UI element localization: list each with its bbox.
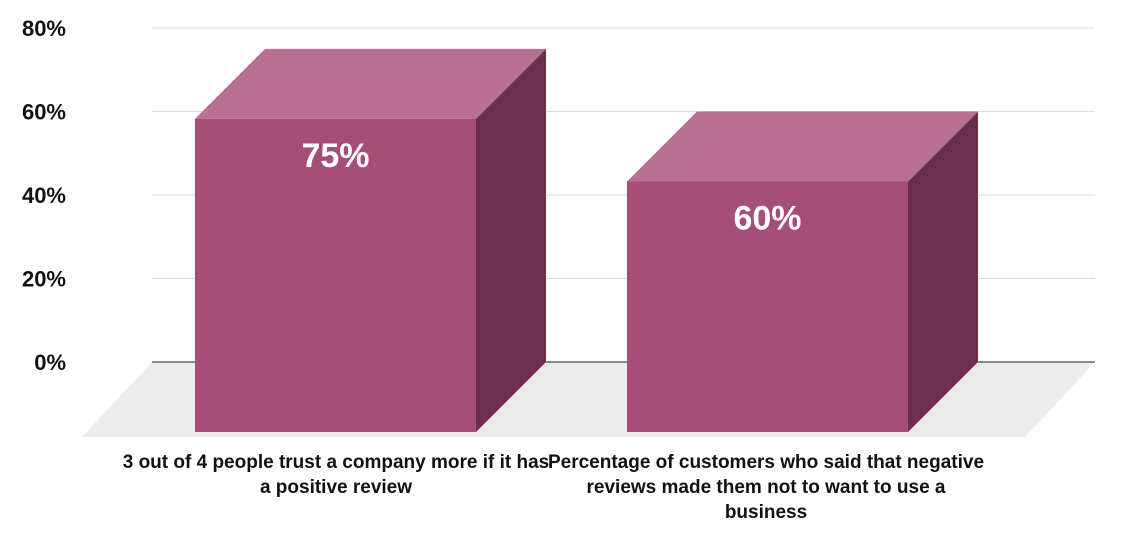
y-tick-label: 60% (22, 100, 66, 125)
bar: 75% (195, 48, 546, 432)
bar-top (195, 48, 546, 119)
bar-front (195, 118, 476, 432)
data-label: 75% (301, 137, 369, 175)
x-tick-label-2: Percentage of customers who said that ne… (547, 452, 985, 523)
y-tick-label: 80% (22, 16, 66, 41)
data-label: 60% (733, 200, 801, 238)
bar-side (476, 48, 546, 432)
bar-front (627, 181, 908, 432)
y-tick-label: 40% (22, 183, 66, 208)
y-tick-label: 0% (34, 350, 66, 375)
x-tick-label-1: 3 out of 4 people trust a company more i… (122, 452, 550, 498)
bar-top (627, 111, 978, 182)
y-tick-label: 20% (22, 267, 66, 292)
bar: 60% (627, 111, 978, 432)
bar-side (908, 111, 978, 432)
